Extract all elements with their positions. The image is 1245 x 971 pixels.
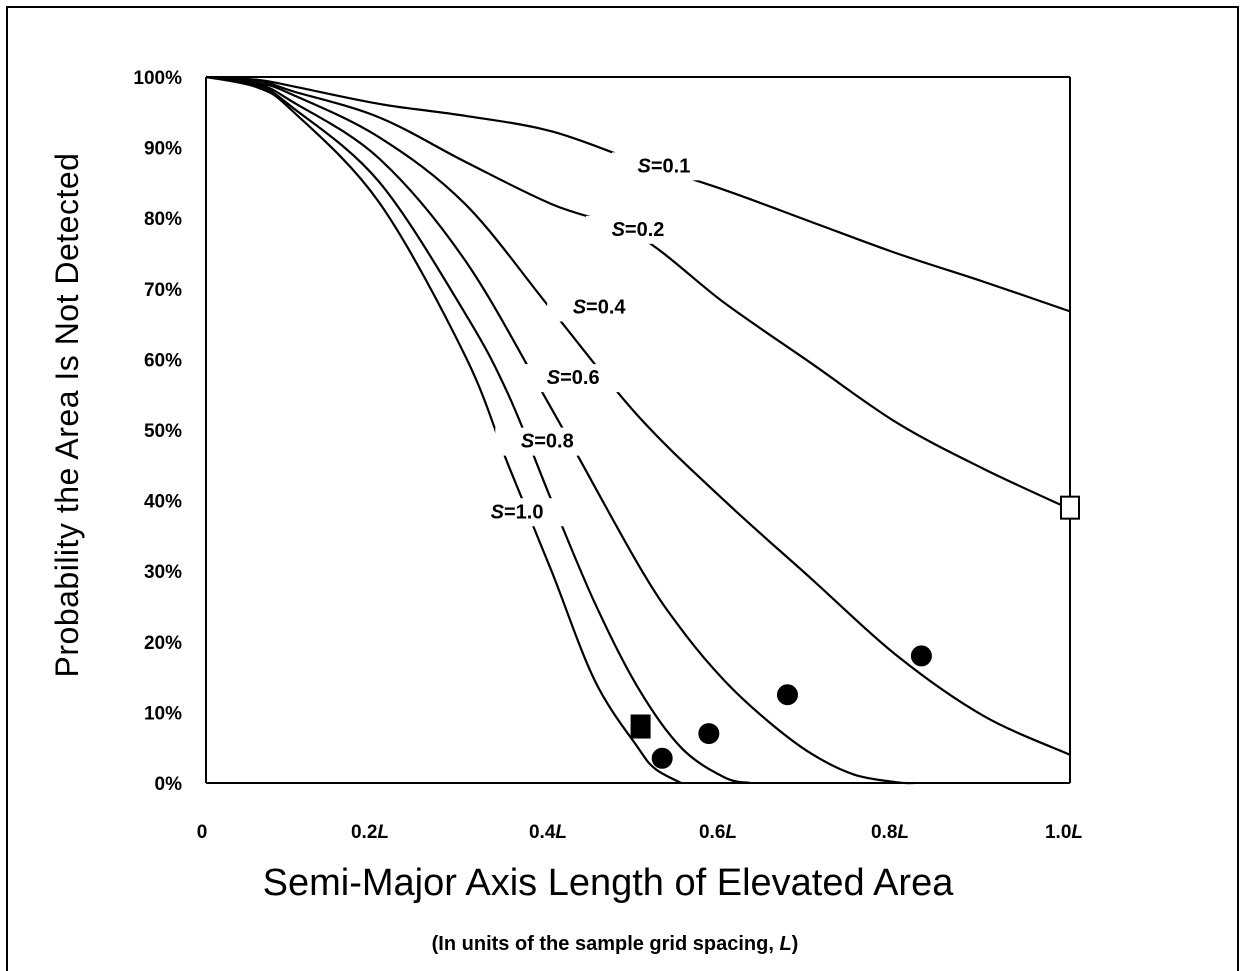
curve-label-variable: S [491, 501, 505, 523]
y-tick-labels: 0% 10% 20% 30% 40% 50% 60% 70% 80% 90% 100% [133, 68, 182, 795]
curve-label-variable: S [612, 219, 626, 241]
curve-line [205, 75, 915, 785]
y-axis-label: Probability the Area Is Not Detected [49, 153, 85, 678]
plot-axes [205, 76, 1071, 784]
y-tick-label: 50% [144, 421, 182, 442]
curve-label-variable: S [547, 367, 561, 389]
curve-label-value: =0.6 [560, 367, 599, 389]
y-tick-label: 40% [144, 492, 182, 513]
curve-label-knockout [586, 215, 690, 244]
y-tick-label: 60% [144, 350, 182, 371]
x-axis-note: (In units of the sample grid spacing, L) [432, 933, 799, 955]
curve-label-group: S=0.6 [521, 364, 626, 393]
x-tick-unit: L [555, 822, 567, 843]
marker-circle [776, 684, 798, 706]
marker-circle [651, 747, 673, 769]
curve-line [205, 75, 751, 785]
y-tick-label: 100% [133, 68, 182, 89]
y-tick-label: 70% [144, 280, 182, 301]
curve-label-knockout [495, 427, 600, 456]
marker-circle [910, 645, 932, 667]
curve-line [205, 75, 1071, 511]
curve-label-group: S=0.4 [547, 293, 652, 322]
x-tick-label: 1.0L [1045, 822, 1083, 843]
y-tick-label: 0% [155, 774, 183, 795]
markers [630, 495, 1080, 769]
marker-square [630, 714, 651, 739]
x-tick-label: 0 [197, 822, 208, 843]
x-tick-label: 0.2L [351, 822, 389, 843]
curve-label-value: =0.2 [625, 219, 664, 241]
curve-label-value: =0.4 [586, 297, 626, 319]
curve-label-value: =1.0 [504, 501, 543, 523]
x-tick-unit: L [1071, 822, 1083, 843]
curve-labels: S=0.1S=0.2S=0.4S=0.6S=0.8S=1.0 [465, 152, 716, 527]
curve-line [205, 75, 1071, 313]
curve-label: S=0.2 [612, 219, 665, 241]
curve-label: S=0.8 [521, 431, 574, 453]
chart-frame [6, 6, 1239, 971]
x-tick-label: 0.6L [699, 822, 737, 843]
curve-label-group: S=1.0 [465, 498, 570, 527]
curve-label-group: S=0.1 [611, 152, 716, 181]
y-tick-label: 20% [144, 633, 182, 654]
curve-label-knockout [547, 293, 652, 322]
curve-label-value: =0.8 [534, 431, 573, 453]
x-tick-unit: L [897, 822, 909, 843]
y-tick-label: 30% [144, 562, 182, 583]
x-tick-labels: 0 0.2L 0.4L 0.6L 0.8L 1.0L [197, 822, 1083, 843]
curve-label-variable: S [638, 155, 652, 177]
curve-label: S=0.1 [638, 155, 691, 177]
curve-label-knockout [521, 364, 626, 393]
curve-label-knockout [465, 498, 570, 527]
curves [205, 75, 1071, 785]
x-tick-label: 0.4L [529, 822, 567, 843]
y-tick-label: 10% [144, 703, 182, 724]
curve-label-value: =0.1 [651, 155, 690, 177]
curve-label: S=1.0 [491, 501, 544, 523]
x-tick-unit: L [725, 822, 737, 843]
x-tick-label: 0.8L [871, 822, 909, 843]
curve-label: S=0.4 [573, 297, 627, 319]
curve-label-group: S=0.8 [495, 427, 600, 456]
x-tick-unit: L [377, 822, 389, 843]
curve-label-variable: S [521, 431, 535, 453]
curve-label-knockout [611, 152, 716, 181]
x-axis-note-unit: L [779, 933, 791, 955]
y-tick-label: 90% [144, 139, 182, 160]
curve-label-variable: S [573, 297, 587, 319]
curve-label: S=0.6 [547, 367, 600, 389]
marker-square [1060, 495, 1080, 520]
curve-label-group: S=0.2 [586, 215, 690, 244]
y-tick-label: 80% [144, 209, 182, 230]
marker-circle [698, 723, 720, 745]
x-axis-label: Semi-Major Axis Length of Elevated Area [263, 862, 955, 904]
